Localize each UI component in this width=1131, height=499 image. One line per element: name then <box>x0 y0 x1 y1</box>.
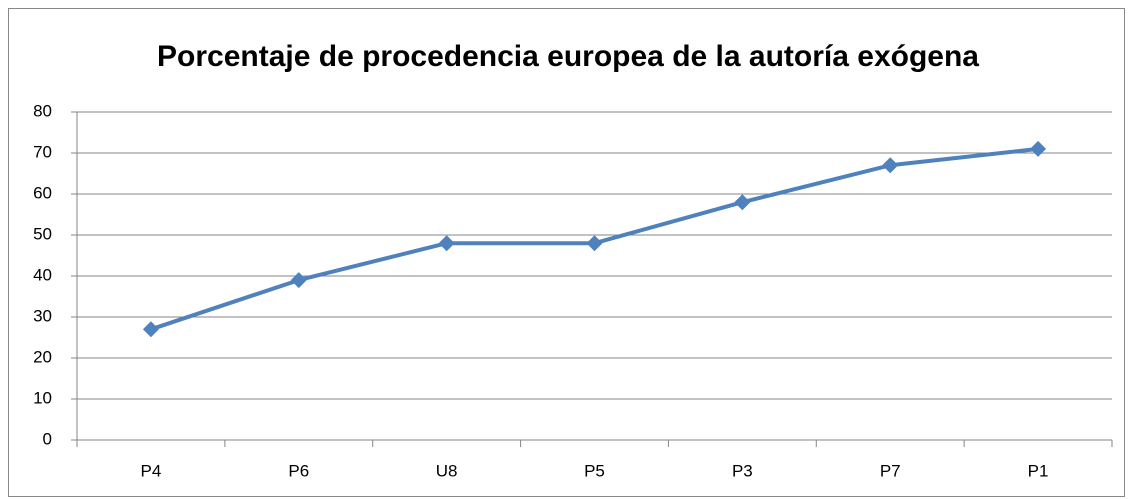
y-tick-label: 40 <box>33 265 52 284</box>
data-point <box>734 194 751 211</box>
y-tick-label: 80 <box>33 101 52 120</box>
data-point <box>586 235 603 252</box>
x-tick-label: P6 <box>288 461 309 480</box>
x-tick-label: P7 <box>880 461 901 480</box>
y-tick-label: 0 <box>43 429 52 448</box>
x-tick-label: P1 <box>1028 461 1049 480</box>
y-tick-label: 10 <box>33 388 52 407</box>
data-point <box>290 272 307 289</box>
x-tick-label: U8 <box>436 461 458 480</box>
y-tick-label: 60 <box>33 183 52 202</box>
y-tick-label: 50 <box>33 224 52 243</box>
data-point <box>1030 140 1047 157</box>
x-tick-label: P4 <box>141 461 162 480</box>
chart-frame <box>8 8 1125 497</box>
data-point <box>438 235 455 252</box>
data-point <box>142 321 159 338</box>
y-tick-label: 20 <box>33 347 52 366</box>
y-tick-label: 30 <box>33 306 52 325</box>
y-tick-label: 70 <box>33 142 52 161</box>
data-point <box>882 157 899 174</box>
chart-title: Porcentaje de procedencia europea de la … <box>157 40 979 73</box>
x-tick-label: P5 <box>584 461 605 480</box>
x-tick-label: P3 <box>732 461 753 480</box>
